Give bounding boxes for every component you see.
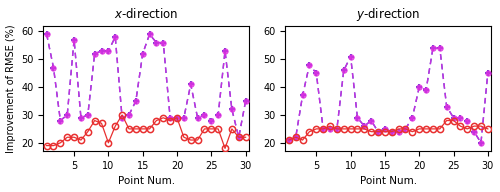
Y-axis label: Improvement of RMSE (%): Improvement of RMSE (%) [6, 24, 16, 153]
X-axis label: Point Num.: Point Num. [118, 176, 174, 186]
X-axis label: Point Num.: Point Num. [360, 176, 417, 186]
Title: $y$-direction: $y$-direction [356, 6, 420, 22]
Title: $x$-direction: $x$-direction [114, 7, 178, 21]
